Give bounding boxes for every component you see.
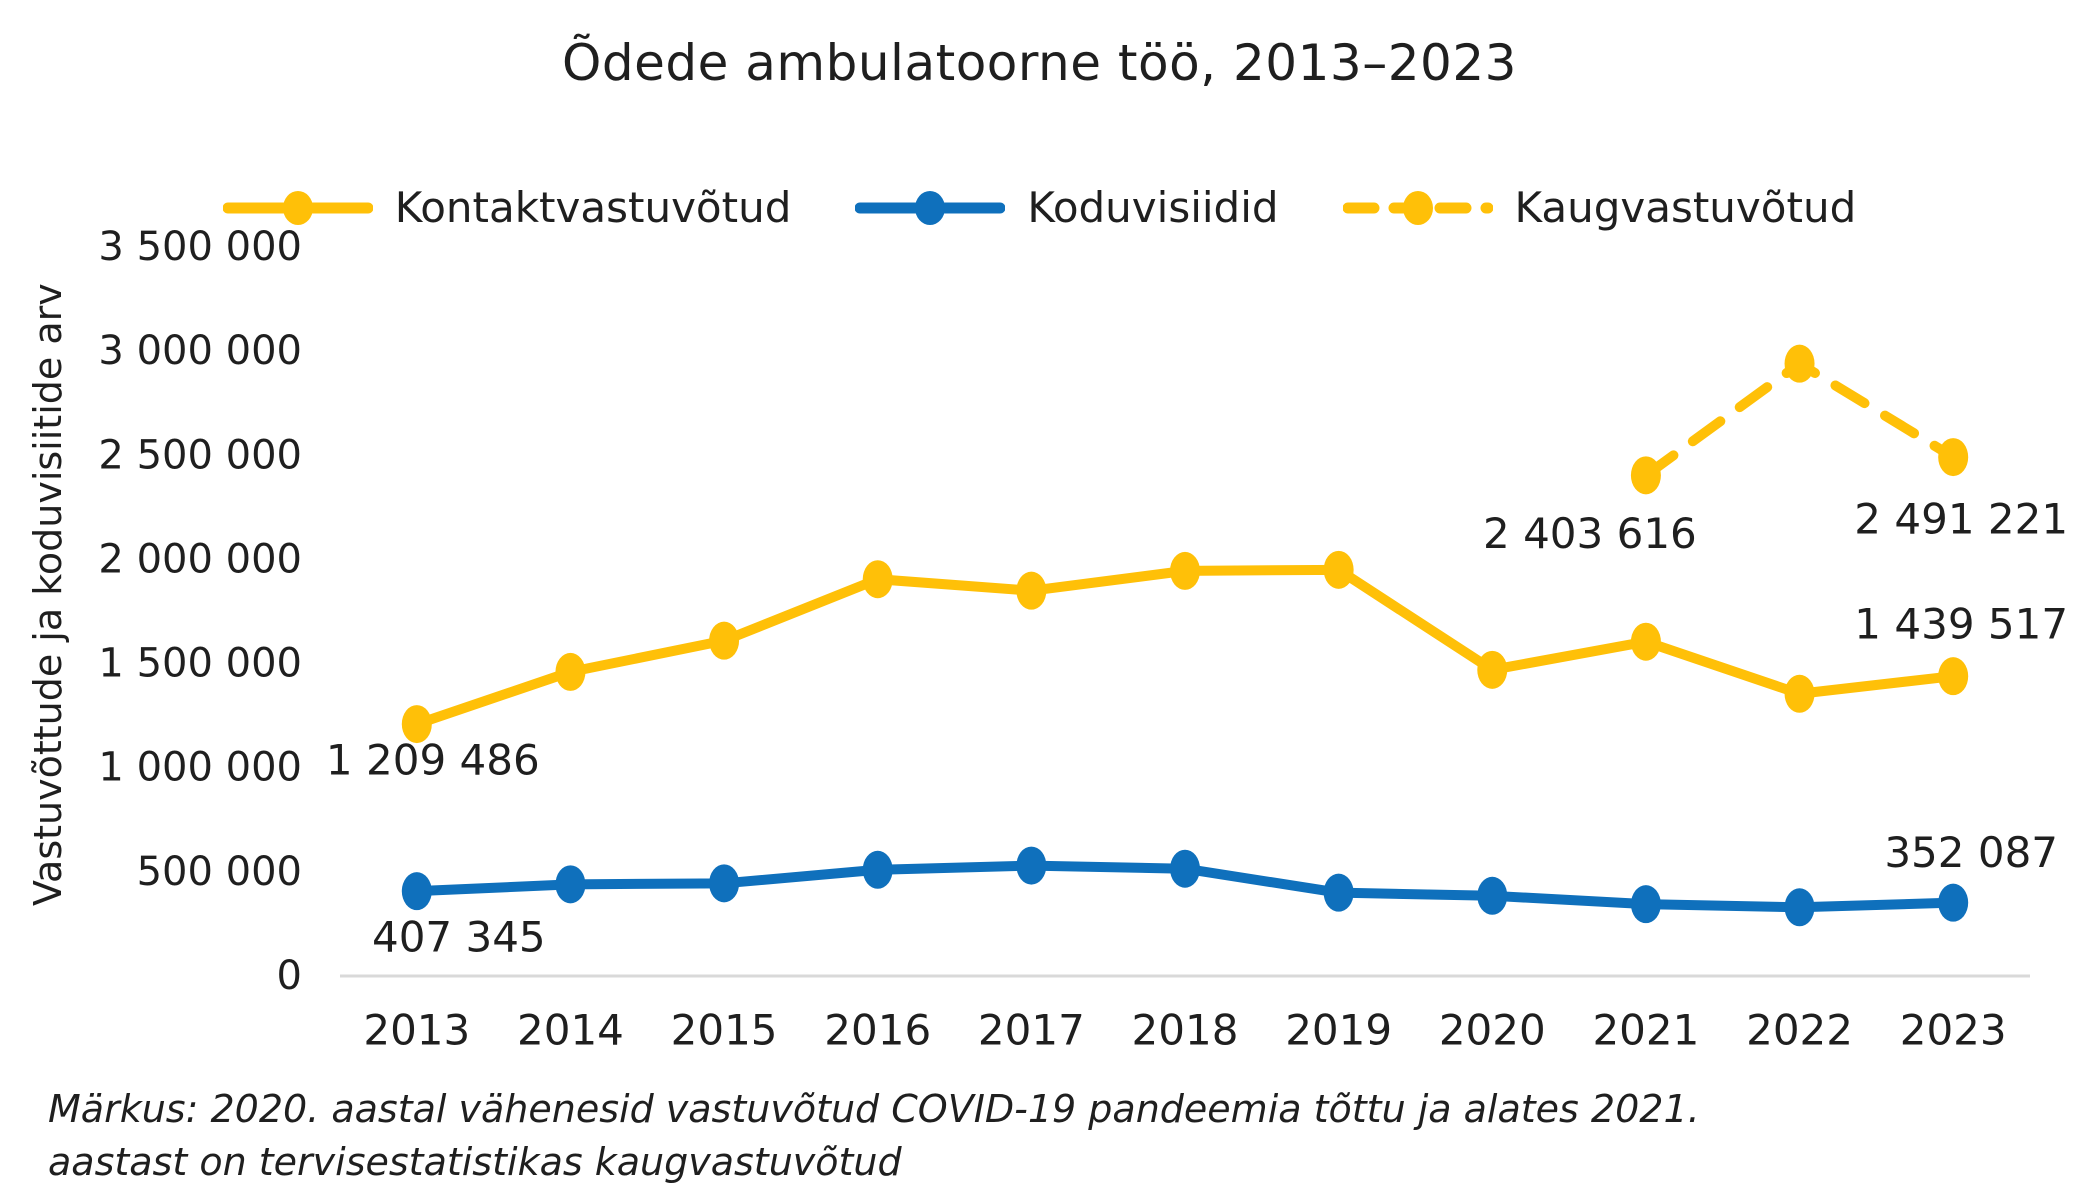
data-point-1	[555, 865, 586, 904]
data-point-2	[1630, 456, 1661, 495]
data-point-0	[555, 652, 586, 691]
data-point-0	[1477, 650, 1508, 689]
legend: Kontaktvastuvõtud Koduvisiidid Kaugvastuvõ…	[0, 183, 2079, 232]
data-point-0	[862, 560, 893, 599]
legend-marker-2	[1342, 190, 1493, 225]
point-label: 2 403 616	[1483, 509, 1697, 558]
data-point-0	[1784, 674, 1815, 713]
legend-item-2: Kaugvastuvõtud	[1342, 183, 1857, 232]
y-tick-label: 2 000 000	[98, 536, 302, 582]
x-tick-label: 2014	[517, 1006, 624, 1055]
footnote-line-2: aastast on tervisestatistikas kaugvastuv…	[48, 1140, 902, 1184]
legend-item-1: Koduvisiidid	[855, 183, 1279, 232]
x-tick-label: 2016	[824, 1006, 931, 1055]
data-point-1	[1323, 873, 1354, 912]
data-point-0	[1016, 571, 1047, 610]
legend-label-2: Kaugvastuvõtud	[1514, 183, 1857, 232]
point-label: 1 209 486	[326, 736, 540, 785]
x-tick-label: 2013	[363, 1006, 470, 1055]
data-point-0	[1170, 551, 1200, 590]
x-tick-label: 2023	[1900, 1006, 2007, 1055]
data-point-0	[401, 705, 432, 744]
legend-marker-1	[855, 190, 1006, 225]
data-point-2	[1784, 344, 1815, 383]
data-point-2	[1938, 438, 1969, 477]
x-tick-label: 2017	[978, 1006, 1085, 1055]
y-tick-label: 3 500 000	[98, 224, 302, 270]
x-tick-label: 2019	[1285, 1006, 1392, 1055]
legend-marker-0	[222, 190, 373, 225]
x-tick-label: 2018	[1132, 1006, 1239, 1055]
data-point-1	[1477, 876, 1508, 915]
point-label: 2 491 221	[1854, 495, 2068, 544]
data-point-1	[1016, 846, 1047, 885]
data-point-1	[1170, 849, 1200, 888]
data-point-0	[1630, 622, 1661, 661]
footnote: Märkus: 2020. aastal vähenesid vastuvõtu…	[48, 1083, 1700, 1189]
legend-item-0: Kontaktvastuvõtud	[222, 183, 792, 232]
x-tick-label: 2015	[671, 1006, 778, 1055]
y-tick-label: 1 500 000	[98, 641, 302, 687]
y-tick-label: 1 000 000	[98, 745, 302, 791]
x-tick-label: 2022	[1746, 1006, 1853, 1055]
data-point-1	[1630, 885, 1661, 924]
point-label: 1 439 517	[1854, 600, 2068, 649]
chart-title: Õdede ambulatoorne töö, 2013–2023	[562, 34, 1517, 92]
y-tick-label: 500 000	[137, 849, 302, 895]
y-tick-label: 3 000 000	[98, 328, 302, 374]
legend-label-1: Koduvisiidid	[1027, 183, 1279, 232]
data-point-1	[1784, 888, 1815, 927]
point-label: 407 345	[372, 913, 546, 962]
y-tick-label: 0	[277, 953, 302, 999]
data-point-0	[1938, 657, 1969, 696]
data-point-0	[709, 621, 740, 660]
legend-label-0: Kontaktvastuvõtud	[394, 183, 792, 232]
data-point-1	[862, 850, 893, 889]
point-label: 352 087	[1884, 828, 2058, 877]
footnote-line-1: Märkus: 2020. aastal vähenesid vastuvõtu…	[48, 1087, 1700, 1131]
data-point-1	[401, 872, 432, 911]
data-point-1	[709, 864, 740, 903]
series-line-0	[411, 564, 1959, 730]
x-tick-label: 2020	[1439, 1006, 1546, 1055]
data-point-1	[1938, 883, 1969, 922]
x-tick-label: 2021	[1592, 1006, 1699, 1055]
y-tick-label: 2 500 000	[98, 432, 302, 478]
data-point-0	[1323, 550, 1354, 589]
